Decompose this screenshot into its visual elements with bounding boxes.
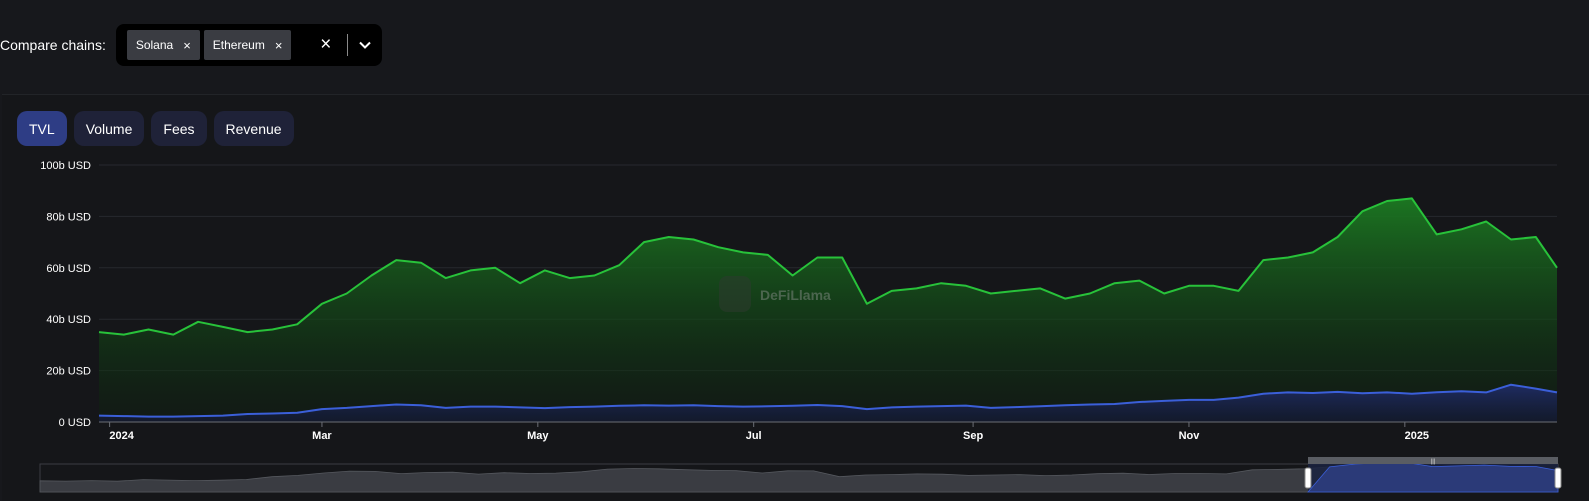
- tab-revenue[interactable]: Revenue: [213, 111, 294, 146]
- metric-tabs: TVL Volume Fees Revenue: [17, 111, 294, 146]
- chain-multiselect[interactable]: Solana × Ethereum × ×: [115, 24, 382, 66]
- chart-panel: [2, 94, 1589, 501]
- compare-chains-label: Compare chains:: [0, 37, 106, 53]
- chip-solana: Solana ×: [126, 30, 200, 60]
- remove-chip-icon[interactable]: ×: [274, 37, 283, 53]
- divider: [346, 34, 348, 56]
- tab-fees[interactable]: Fees: [151, 111, 207, 146]
- tab-volume[interactable]: Volume: [73, 111, 145, 146]
- tab-tvl[interactable]: TVL: [17, 111, 67, 146]
- clear-all-icon[interactable]: ×: [320, 34, 332, 55]
- compare-chains-row: Compare chains: Solana × Ethereum × ×: [0, 24, 382, 66]
- remove-chip-icon[interactable]: ×: [183, 37, 191, 53]
- chip-ethereum: Ethereum ×: [203, 30, 292, 60]
- chevron-down-icon[interactable]: [358, 38, 372, 52]
- chip-label: Solana: [135, 38, 174, 52]
- chip-label: Ethereum: [212, 38, 265, 52]
